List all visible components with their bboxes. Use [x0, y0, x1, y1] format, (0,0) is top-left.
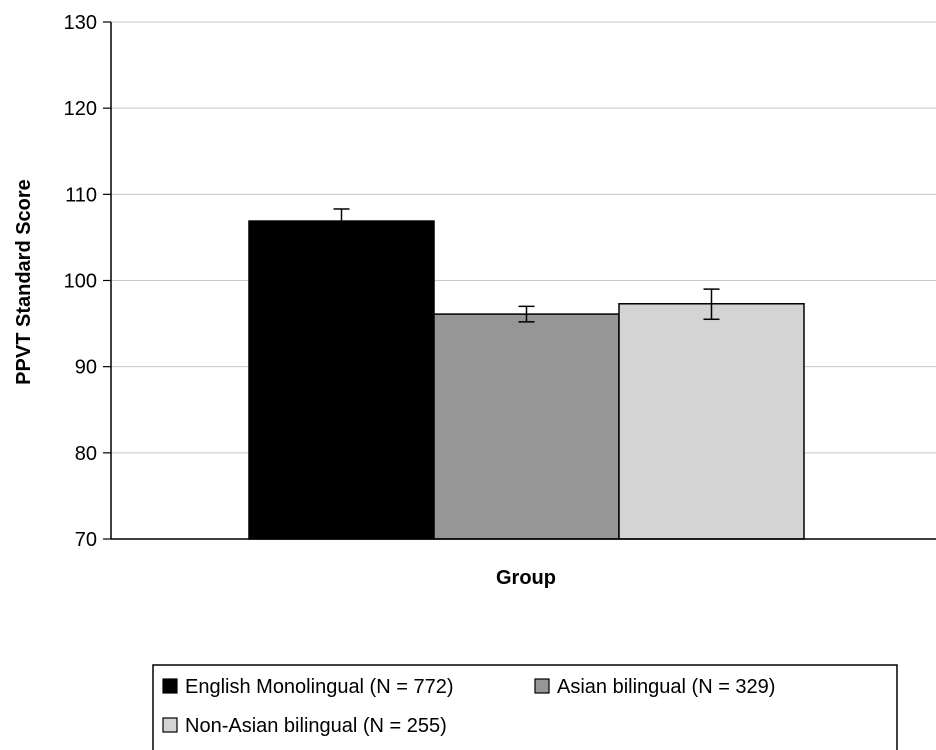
legend: English Monolingual (N = 772) Asian bilin… [152, 664, 898, 750]
bar [433, 313, 620, 540]
legend-label: English Monolingual (N = 772) [185, 676, 454, 698]
y-axis-title: PPVT Standard Score [13, 179, 35, 385]
y-tick-label: 130 [64, 12, 97, 34]
bar [618, 303, 805, 540]
bars [248, 220, 805, 540]
bar [248, 220, 435, 540]
y-tick-label: 100 [64, 271, 97, 293]
y-tick-label: 80 [75, 443, 97, 465]
x-axis-title: Group [496, 567, 556, 589]
legend-label: Asian bilingual (N = 329) [557, 676, 775, 698]
y-tick-label: 110 [65, 184, 97, 206]
y-tick-label: 70 [75, 529, 97, 551]
legend-label: Non-Asian bilingual (N = 255) [185, 715, 447, 737]
legend-box [152, 664, 898, 750]
error-bars [333, 208, 720, 323]
legend-swatch [162, 717, 178, 733]
y-axis-ticks: 70 80 90 100 110 120 130 [64, 12, 111, 551]
y-tick-label: 90 [75, 357, 97, 379]
legend-swatch [534, 678, 550, 694]
y-tick-label: 120 [64, 98, 97, 120]
legend-swatch [162, 678, 178, 694]
